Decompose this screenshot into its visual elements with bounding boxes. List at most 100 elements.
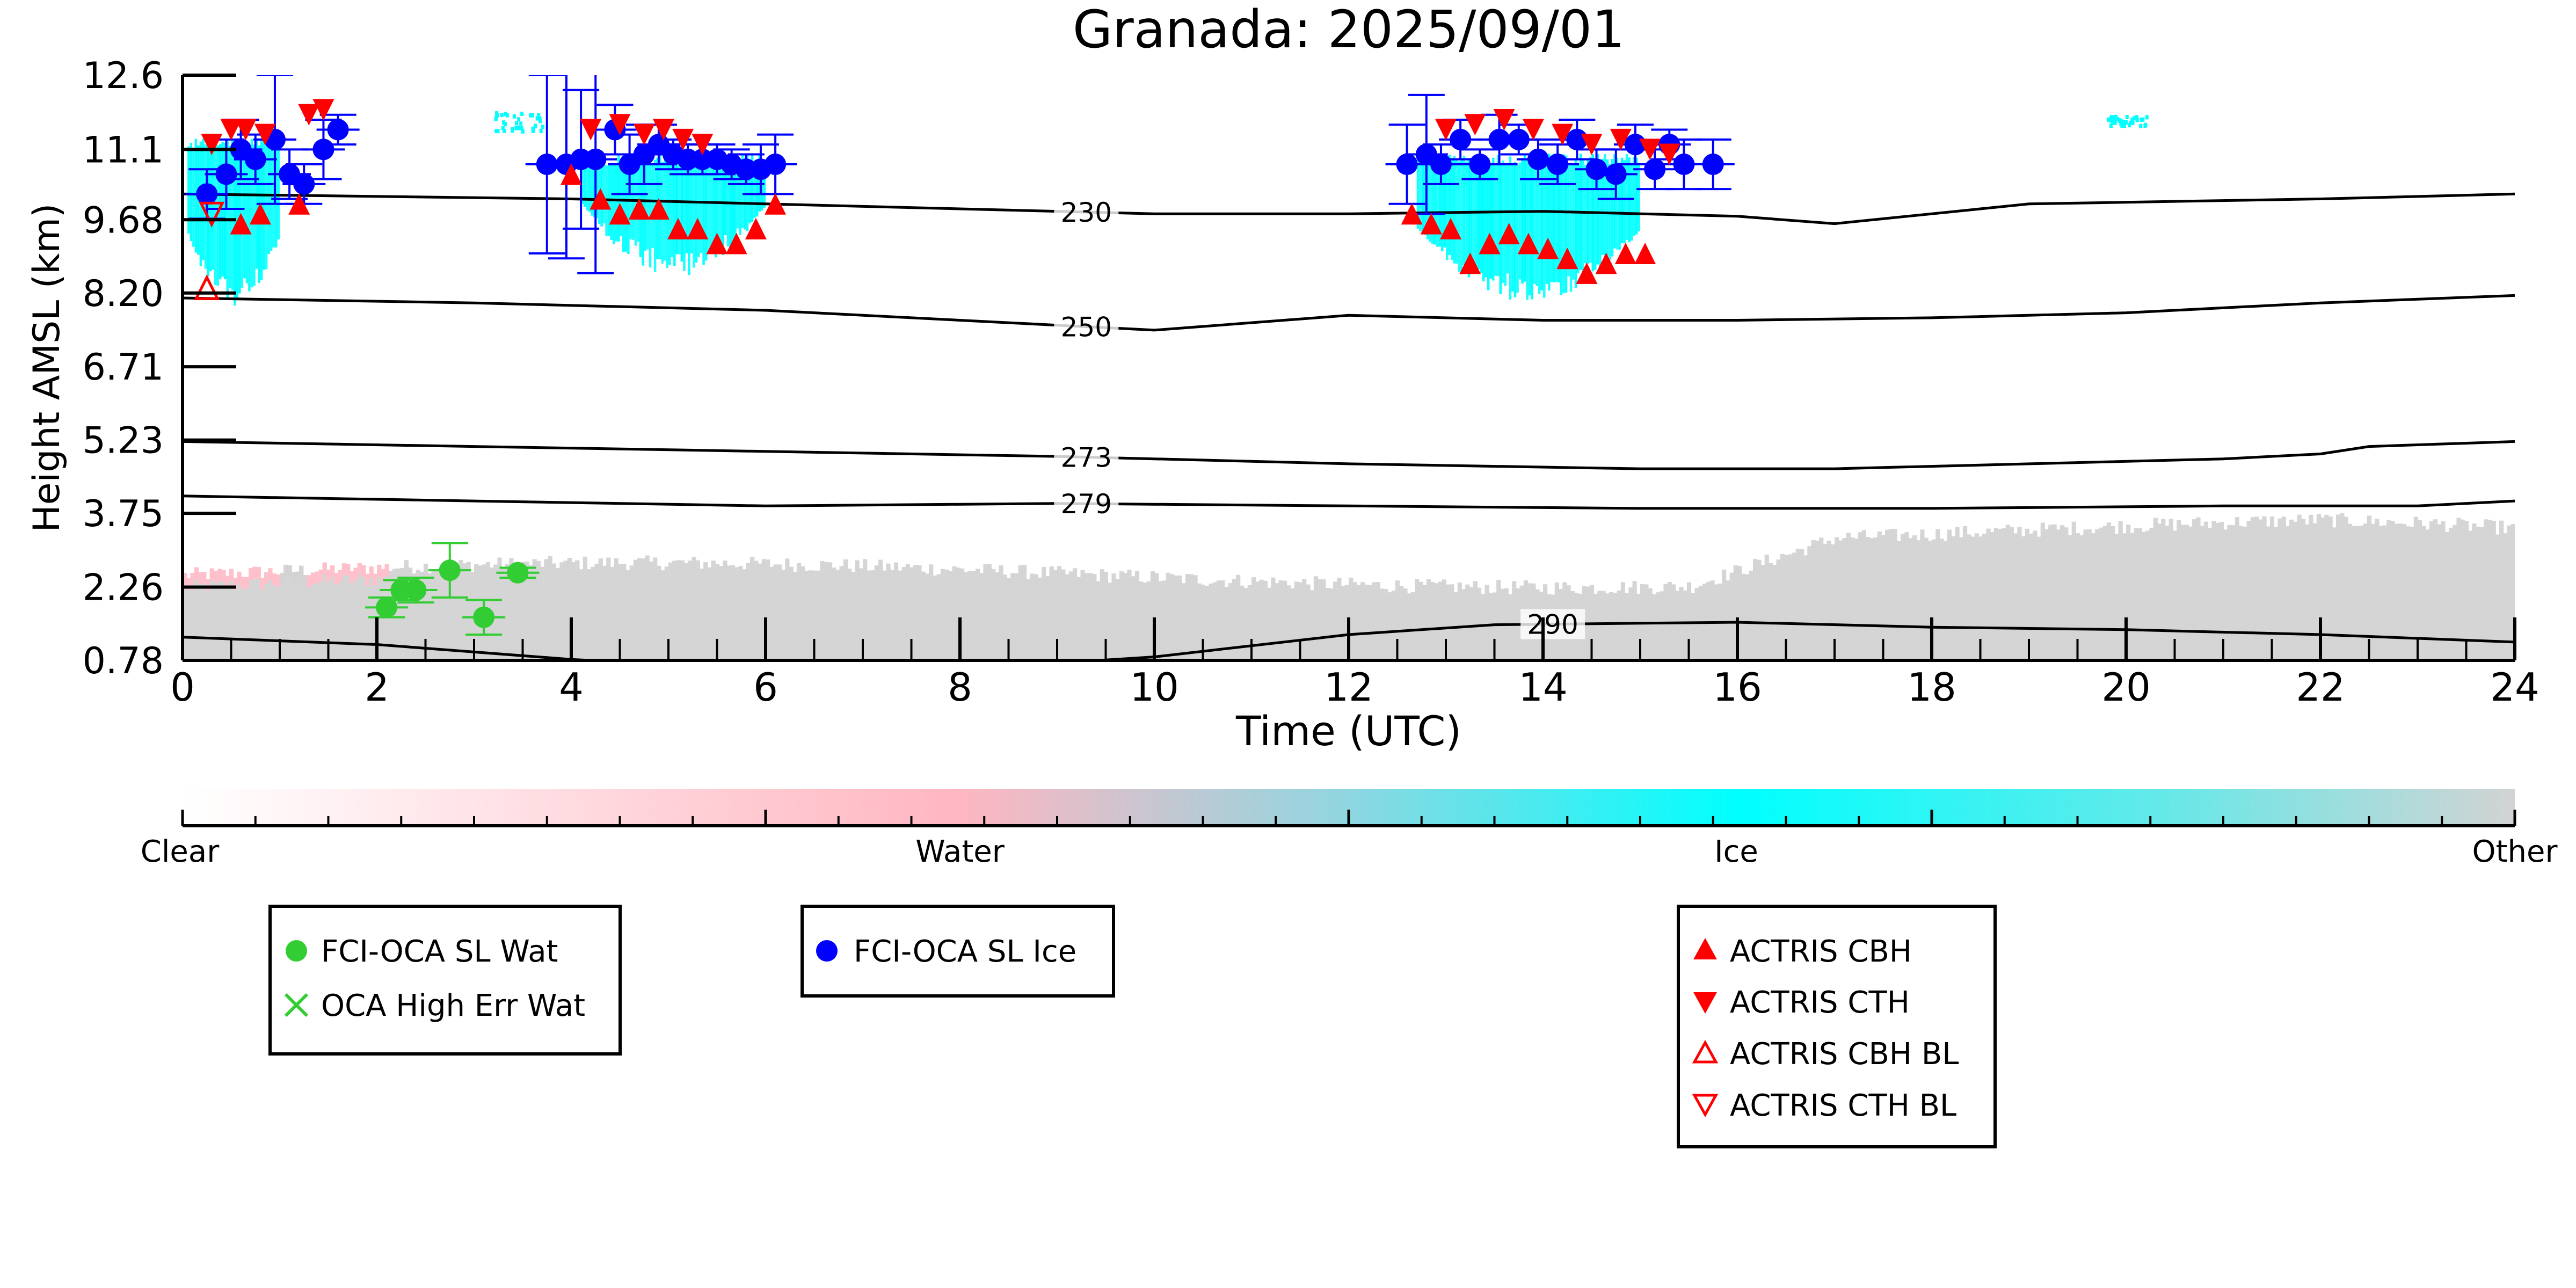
bg-column <box>2418 520 2422 660</box>
bg-column <box>676 560 681 660</box>
ice-speck <box>2135 115 2139 120</box>
bg-column <box>1162 580 1167 660</box>
bg-column <box>392 569 397 660</box>
bg-cap <box>221 570 226 582</box>
bg-column <box>213 571 219 660</box>
data-point <box>1450 128 1472 150</box>
bg-column <box>1302 579 1307 660</box>
bg-column <box>2371 523 2376 660</box>
bg-column <box>202 572 207 660</box>
bg-column <box>2009 527 2014 660</box>
bg-column <box>2340 513 2345 660</box>
bg-column <box>617 564 623 660</box>
bg-column <box>882 570 887 660</box>
ice-column <box>593 158 596 217</box>
bg-column <box>1924 537 1929 660</box>
ice-column <box>209 141 212 272</box>
legend-marker-x <box>284 993 309 1017</box>
ice-column <box>1638 163 1640 231</box>
bg-column <box>2106 522 2112 660</box>
bg-column <box>594 563 599 660</box>
bg-column <box>459 560 463 660</box>
ice-column <box>685 163 688 253</box>
ice-speck <box>512 114 516 119</box>
ice-speck <box>2131 120 2135 125</box>
bg-column <box>516 571 521 660</box>
bg-column <box>754 561 759 660</box>
bg-column <box>742 569 747 660</box>
bg-column <box>933 575 937 660</box>
ice-column <box>248 147 251 292</box>
ice-column <box>617 155 620 242</box>
ice-speck <box>2522 213 2526 217</box>
bg-column <box>2157 523 2162 660</box>
bg-column <box>551 563 557 660</box>
bg-column <box>2114 534 2119 660</box>
bg-column <box>1294 581 1299 660</box>
ice-column <box>1562 154 1565 294</box>
bg-column <box>940 569 945 660</box>
bg-cap <box>350 571 354 584</box>
bg-column <box>1465 584 1470 660</box>
ice-column <box>1633 156 1635 236</box>
bg-column <box>688 561 693 660</box>
bg-column <box>1111 573 1116 660</box>
bg-cap <box>318 569 323 581</box>
ice-column <box>1584 164 1587 264</box>
bg-column <box>2510 523 2515 660</box>
bg-column <box>1807 546 1812 660</box>
data-point <box>1576 262 1598 284</box>
bg-column <box>575 560 580 660</box>
x-axis-label: Time (UTC) <box>1235 707 1461 755</box>
data-point <box>1508 128 1530 150</box>
ice-column <box>717 163 720 252</box>
bg-column <box>299 565 304 660</box>
bg-column <box>602 565 607 660</box>
ice-speck <box>2122 123 2126 128</box>
data-point <box>1639 139 1661 161</box>
bg-column <box>672 561 677 660</box>
bg-column <box>1885 529 1890 660</box>
contour-label-bg <box>1054 311 1119 342</box>
bg-cap <box>264 572 269 584</box>
bg-column <box>237 571 242 660</box>
bg-column <box>1096 581 1101 660</box>
y-tick-label: 0.78 <box>83 640 164 682</box>
ice-speck <box>2520 213 2523 217</box>
ice-speck <box>505 113 509 118</box>
bg-column <box>2149 527 2154 660</box>
ice-column <box>1533 163 1536 284</box>
bg-column <box>1259 579 1264 660</box>
bg-column <box>766 559 770 660</box>
bg-column <box>2413 516 2418 660</box>
bg-cap <box>373 573 377 586</box>
bg-column <box>893 562 899 660</box>
ice-column <box>760 164 763 210</box>
bg-column <box>948 571 953 660</box>
bg-column <box>400 567 405 660</box>
bg-column <box>2305 524 2310 660</box>
axes: 0 2 4 6 8 10 12 14 16 18 20 22 240.782.263.755.236.7… <box>83 55 2539 710</box>
ice-column <box>671 156 674 257</box>
ice-speck <box>2518 216 2521 220</box>
bg-column <box>2064 527 2069 660</box>
y-tick-label: 9.68 <box>83 199 164 242</box>
data-point <box>561 163 582 185</box>
ice-column <box>612 164 615 244</box>
bg-column <box>1037 577 1043 660</box>
plot-area: 230 250 273 279 290 <box>183 75 2526 660</box>
bg-column <box>591 566 595 660</box>
ice-column <box>722 163 725 256</box>
bg-column <box>439 566 444 660</box>
bg-column <box>2332 527 2337 660</box>
data-point <box>1479 232 1501 254</box>
bg-column <box>233 577 238 660</box>
ice-speck <box>2519 215 2522 220</box>
ice-column <box>190 142 193 242</box>
data-point <box>652 119 674 141</box>
bg-column <box>334 573 339 660</box>
bg-column <box>450 565 455 660</box>
bg-column <box>1830 544 1835 660</box>
ice-speck <box>2521 213 2524 217</box>
bg-column <box>835 570 840 660</box>
